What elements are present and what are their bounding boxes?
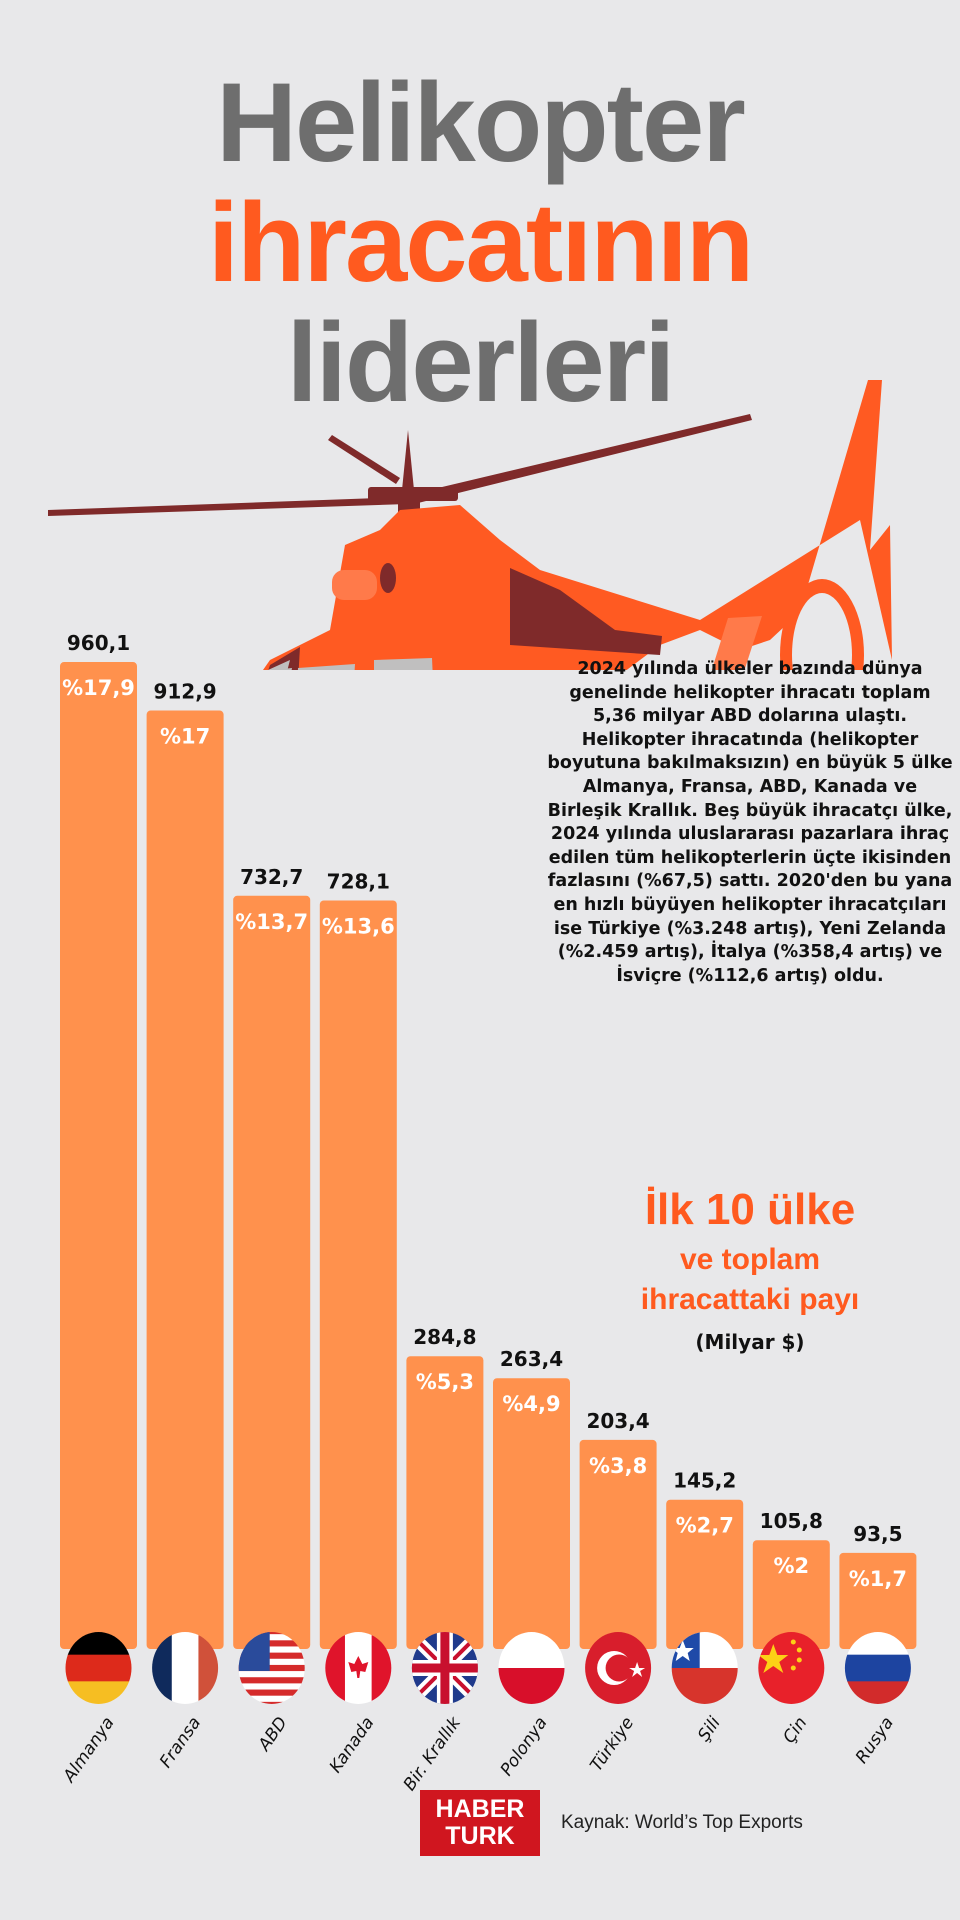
flag-france-icon (152, 1632, 219, 1704)
chart-heading: İlk 10 ülke (644, 1185, 856, 1234)
logo-line-2: TURK (445, 1822, 515, 1850)
title-line-1: Helikopter (216, 60, 746, 185)
title-line-2: ihracatının (207, 180, 754, 305)
share-label: %5,3 (416, 1370, 474, 1394)
share-label: %13,6 (322, 915, 395, 939)
bar-1 (146, 710, 224, 1649)
source-text: Kaynak: World’s Top Exports (561, 1812, 803, 1833)
title-line-3: liderleri (286, 300, 676, 425)
share-label: %3,8 (589, 1454, 647, 1478)
bar-4 (406, 1356, 484, 1649)
category-label: Almanya (59, 1713, 119, 1786)
category-label: Türkiye (587, 1713, 639, 1775)
value-label: 284,8 (413, 1325, 476, 1349)
share-label: %2 (773, 1554, 809, 1578)
share-label: %4,9 (502, 1392, 560, 1416)
category-label: Şili (694, 1713, 725, 1745)
value-label: 105,8 (760, 1509, 823, 1533)
bar-5 (493, 1378, 570, 1649)
haberturk-logo: HABER TURK (420, 1790, 540, 1856)
value-label: 263,4 (500, 1347, 563, 1371)
bar-0 (60, 662, 137, 1649)
unit-label: (Milyar $) (695, 1330, 805, 1354)
share-label: %13,7 (235, 910, 308, 934)
description-text: 2024 yılında ülkeler bazında dünya genel… (547, 659, 953, 986)
flag-usa-icon (238, 1632, 305, 1704)
value-label: 728,1 (327, 870, 390, 894)
share-label: %2,7 (676, 1514, 734, 1538)
share-label: %17 (160, 725, 210, 749)
chart-subheading-line-1: ve toplam (679, 1243, 821, 1276)
helicopter-illustration (48, 380, 892, 670)
category-label: Bir. Krallık (400, 1712, 466, 1794)
share-label: %1,7 (849, 1567, 907, 1591)
share-label: %17,9 (62, 676, 135, 700)
bar-3 (319, 900, 397, 1649)
category-label: Kanada (326, 1713, 379, 1776)
bar-8 (752, 1540, 830, 1649)
bar-2 (233, 895, 311, 1649)
flag-turkey-icon (585, 1632, 652, 1704)
flag-germany-icon (65, 1632, 132, 1704)
flag-china-icon (758, 1632, 825, 1704)
category-label: Rusya (852, 1713, 898, 1767)
value-label: 203,4 (586, 1409, 649, 1433)
category-label: Fransa (156, 1713, 205, 1771)
category-label: ABD (254, 1713, 292, 1755)
value-label: 960,1 (67, 631, 130, 655)
category-label: Polonya (497, 1713, 552, 1779)
value-label: 912,9 (153, 680, 216, 704)
category-label: Çin (779, 1713, 811, 1747)
value-label: 145,2 (673, 1469, 736, 1493)
bar-7 (666, 1499, 744, 1649)
flag-canada-icon (325, 1632, 392, 1704)
value-label: 732,7 (240, 865, 303, 889)
flag-russia-icon (844, 1632, 911, 1704)
bar-6 (579, 1439, 657, 1649)
logo-line-1: HABER (435, 1795, 525, 1823)
chart-subheading: ve toplam ihracattaki payı (545, 1240, 955, 1320)
bar-9 (839, 1552, 917, 1649)
chart-subheading-line-2: ihracattaki payı (640, 1283, 860, 1316)
value-label: 93,5 (853, 1522, 902, 1546)
